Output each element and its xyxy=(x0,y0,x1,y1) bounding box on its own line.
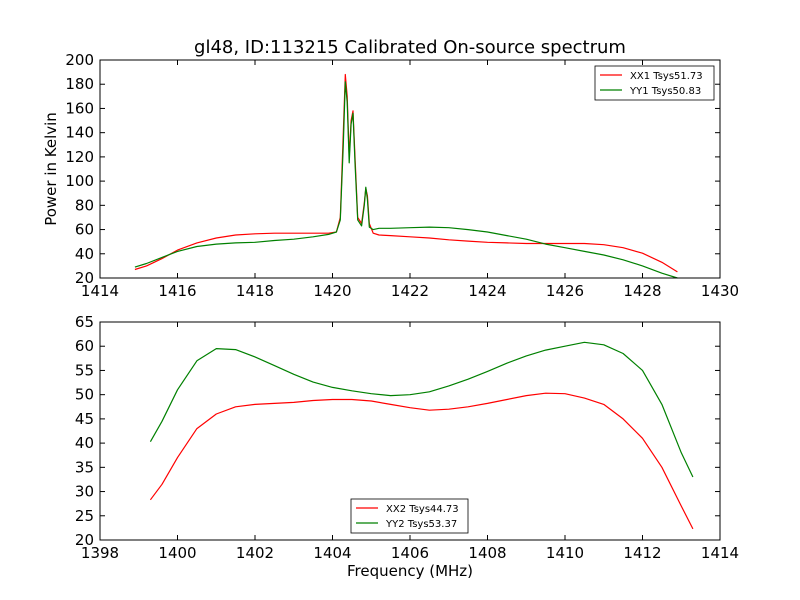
top-chart-series-layer xyxy=(134,73,678,279)
bottom-xtick-label: 1412 xyxy=(623,544,661,562)
top-legend-label-xx1: XX1 Tsys51.73 xyxy=(630,71,703,82)
top-chart-ylabel: Power in Kelvin xyxy=(42,112,60,226)
top-xtick-label: 1426 xyxy=(546,282,584,300)
top-xtick-label: 1430 xyxy=(701,282,739,300)
top-ytick-label: 20 xyxy=(75,269,94,287)
top-ytick-label: 60 xyxy=(75,221,94,239)
bottom-xtick-label: 1398 xyxy=(81,544,119,562)
top-ytick-label: 100 xyxy=(65,172,94,190)
bottom-xtick-label: 1410 xyxy=(546,544,584,562)
top-ytick-label: 140 xyxy=(65,124,94,142)
bottom-ytick-label: 25 xyxy=(75,507,94,525)
bottom-xtick-label: 1404 xyxy=(313,544,351,562)
bottom-chart: 1398 1400 1402 1404 1406 1408 1410 1412 1414 20 25… xyxy=(75,313,739,580)
bottom-xtick-label: 1414 xyxy=(701,544,739,562)
bottom-ytick-label: 50 xyxy=(75,386,94,404)
top-xtick-label: 1420 xyxy=(313,282,351,300)
top-ytick-label: 200 xyxy=(65,51,94,69)
top-xtick-label: 1416 xyxy=(158,282,196,300)
bottom-ytick-label: 45 xyxy=(75,410,94,428)
top-ytick-label: 80 xyxy=(75,196,94,214)
top-xtick-label: 1422 xyxy=(391,282,429,300)
top-ytick-label: 120 xyxy=(65,148,94,166)
top-chart: gl48, ID:113215 Calibrated On-source spe… xyxy=(42,37,739,300)
top-chart-frame xyxy=(99,59,721,279)
bottom-series-line-yy xyxy=(149,341,694,478)
bottom-chart-xlabel: Frequency (MHz) xyxy=(347,562,473,580)
top-chart-legend: XX1 Tsys51.73 YY1 Tsys50.83 xyxy=(594,65,715,101)
bottom-ytick-label: 35 xyxy=(75,458,94,476)
bottom-chart-series-layer xyxy=(149,341,694,530)
bottom-legend-label-yy2: YY2 Tsys53.37 xyxy=(385,519,457,530)
bottom-xtick-label: 1408 xyxy=(468,544,506,562)
bottom-legend-box xyxy=(350,498,469,534)
top-xtick-label: 1418 xyxy=(236,282,274,300)
top-ytick-label: 160 xyxy=(65,99,94,117)
top-legend-label-yy1: YY1 Tsys50.83 xyxy=(629,86,701,97)
bottom-chart-legend: XX2 Tsys44.73 YY2 Tsys53.37 xyxy=(350,498,469,534)
bottom-legend-label-xx2: XX2 Tsys44.73 xyxy=(386,504,459,515)
bottom-series-line-xx xyxy=(149,392,694,530)
top-xtick-label: 1424 xyxy=(468,282,506,300)
bottom-xtick-label: 1406 xyxy=(391,544,429,562)
bottom-xtick-label: 1402 xyxy=(236,544,274,562)
top-xtick-label: 1428 xyxy=(623,282,661,300)
bottom-chart-ticks: 1398 1400 1402 1404 1406 1408 1410 1412 1414 20 25… xyxy=(75,313,739,562)
bottom-ytick-label: 65 xyxy=(75,313,94,331)
top-ytick-label: 180 xyxy=(65,75,94,93)
bottom-ytick-label: 60 xyxy=(75,337,94,355)
bottom-ytick-label: 30 xyxy=(75,483,94,501)
bottom-chart-frame xyxy=(99,321,721,541)
top-series-line-yy xyxy=(134,81,678,279)
bottom-ytick-label: 40 xyxy=(75,434,94,452)
top-chart-ticks: 1414 1416 1418 1420 1422 1424 1426 1428 1430 20 40… xyxy=(65,51,739,300)
bottom-xtick-label: 1400 xyxy=(158,544,196,562)
top-ytick-label: 40 xyxy=(75,245,94,263)
top-chart-title: gl48, ID:113215 Calibrated On-source spe… xyxy=(194,37,626,58)
top-xtick-label: 1414 xyxy=(81,282,119,300)
bottom-ytick-label: 20 xyxy=(75,531,94,549)
bottom-ytick-label: 55 xyxy=(75,361,94,379)
top-legend-box xyxy=(594,65,715,101)
